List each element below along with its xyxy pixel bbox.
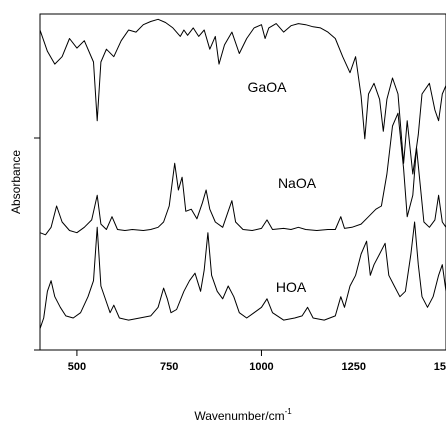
series-labels: GaOA NaOA HOA	[248, 79, 317, 295]
x-tick-label-750: 750	[160, 361, 178, 373]
series-label-naoa: NaOA	[278, 175, 317, 191]
series-line-gaoa	[39, 18, 446, 175]
y-axis-label: Absorbance	[9, 150, 23, 214]
x-tick-labels: 500 750 1000 1250 1500	[68, 361, 446, 373]
x-tick-label-1000: 1000	[249, 361, 273, 373]
x-axis-label: Wavenumber/cm-1	[194, 407, 292, 423]
x-ticks	[76, 350, 262, 356]
x-tick-label-1500: 1500	[434, 361, 446, 373]
x-axis-label-text: Wavenumber/cm	[194, 409, 284, 423]
series-label-hoa: HOA	[276, 279, 307, 295]
plot-frame	[39, 13, 446, 351]
series-line-hoa	[39, 221, 446, 329]
x-tick-label-1250: 1250	[341, 361, 365, 373]
series-paths	[39, 18, 446, 329]
series-line-naoa	[39, 112, 446, 236]
series-label-gaoa: GaOA	[248, 79, 288, 95]
x-axis-label-superscript: -1	[285, 407, 293, 416]
x-tick-label-500: 500	[68, 361, 86, 373]
